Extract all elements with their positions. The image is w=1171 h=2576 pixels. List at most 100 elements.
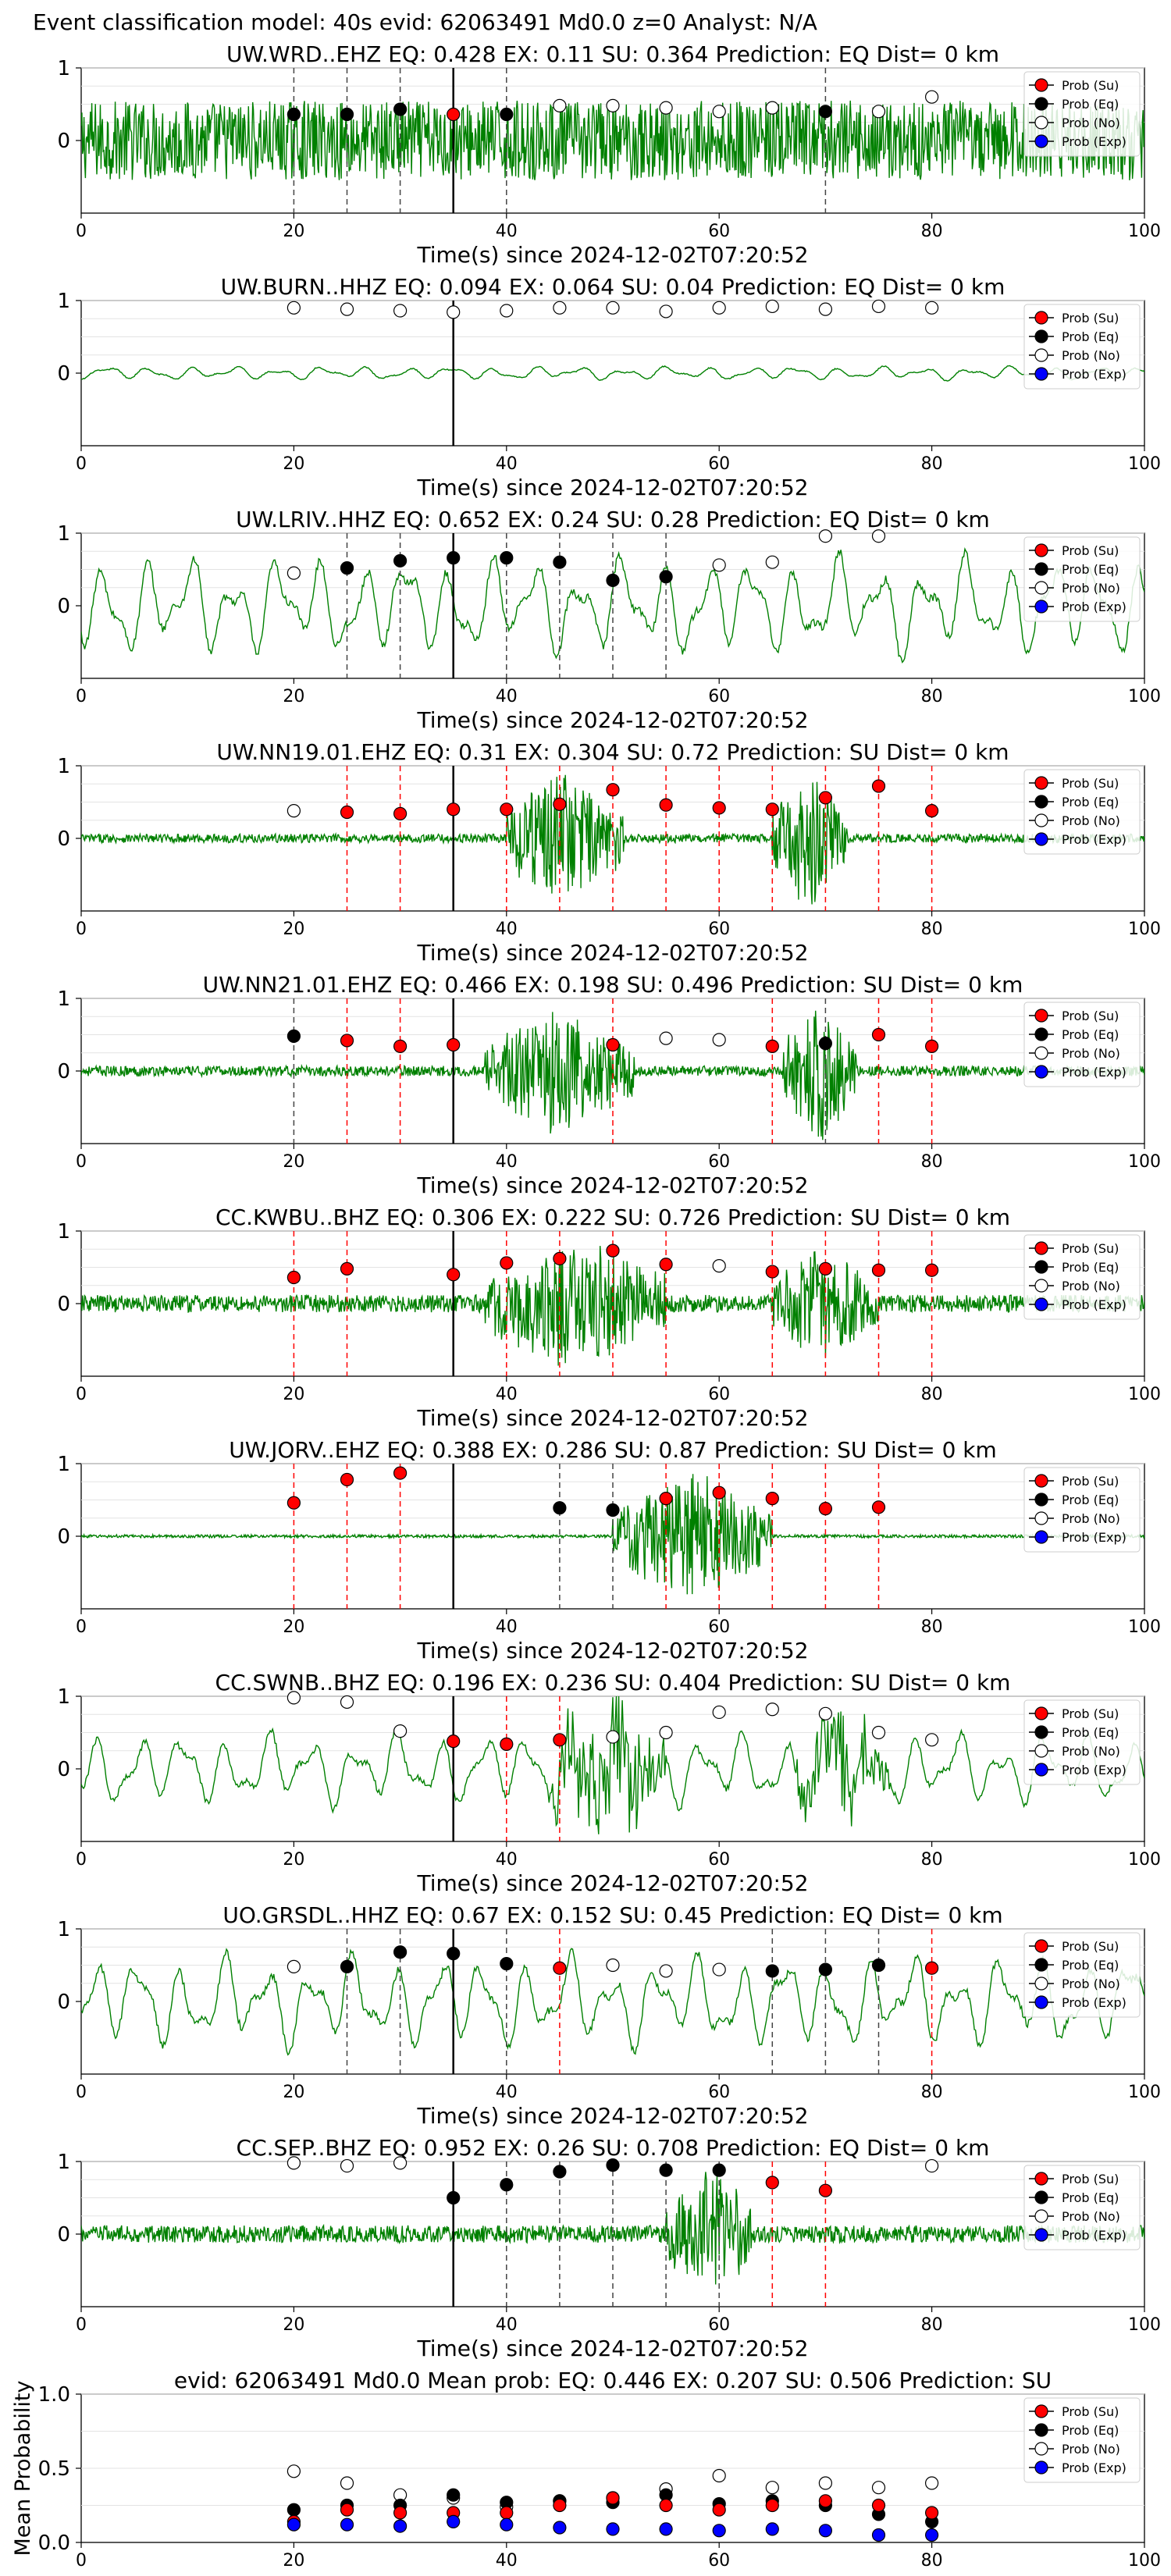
prob-point-no (606, 98, 620, 112)
legend-label-no: Prob (No) (1062, 1046, 1120, 1061)
mean-point-exp (287, 2517, 301, 2532)
legend-marker-no (1034, 1511, 1048, 1525)
x-axis-label: Time(s) since 2024-12-02T07:20:52 (416, 707, 808, 733)
prob-point-su (500, 1256, 514, 1270)
legend-label-no: Prob (No) (1062, 581, 1120, 596)
legend-label-no: Prob (No) (1062, 1511, 1120, 1526)
legend-label-eq: Prob (Eq) (1062, 97, 1119, 112)
prob-point-su (447, 1268, 461, 1282)
mean-point-exp (553, 2521, 567, 2535)
legend-box (1023, 1234, 1141, 1320)
mean-point-exp (765, 2522, 779, 2536)
mean-point-no (924, 2476, 939, 2490)
prob-point-eq (500, 1957, 514, 1971)
prob-point-su (712, 1485, 726, 1500)
panel-title: UW.LRIV..HHZ EQ: 0.652 EX: 0.24 SU: 0.28… (236, 507, 990, 532)
legend-marker-su (1034, 776, 1048, 790)
x-axis-label: Time(s) since 2024-12-02T07:20:52 (416, 940, 808, 966)
prob-point-su (659, 798, 673, 812)
legend-marker-no (1034, 1744, 1048, 1758)
x-tick-label: 40 (496, 2315, 518, 2335)
prob-point-no (871, 529, 886, 543)
station-panel-1: UW.WRD..EHZ EQ: 0.428 EX: 0.11 SU: 0.364… (57, 41, 1161, 268)
y-tick-label: 0 (57, 130, 70, 153)
prob-point-eq (340, 1959, 354, 1973)
mean-point-su (606, 2491, 620, 2505)
mean-point-no (765, 2481, 779, 2495)
legend-marker-exp (1034, 1065, 1048, 1079)
legend-label-exp: Prob (Exp) (1062, 2460, 1127, 2475)
prob-point-su (553, 1733, 567, 1747)
waveform-trace (81, 1474, 1144, 1595)
prob-point-su (447, 1037, 461, 1052)
mean-point-eq (447, 2488, 461, 2502)
x-tick-label: 100 (1128, 2551, 1161, 2571)
prob-point-no (818, 302, 833, 316)
waveform-trace (81, 774, 1144, 905)
prob-point-su (765, 1039, 779, 1053)
x-tick-label: 100 (1128, 1152, 1161, 1172)
prob-point-su (447, 1735, 461, 1749)
x-tick-label: 20 (283, 1385, 304, 1404)
prob-point-no (606, 301, 620, 315)
station-panel-7: UW.JORV..EHZ EQ: 0.388 EX: 0.286 SU: 0.8… (57, 1437, 1161, 1663)
prob-point-no (287, 566, 301, 580)
legend-label-su: Prob (Su) (1062, 1706, 1119, 1721)
x-tick-label: 80 (921, 454, 943, 474)
legend-marker-su (1034, 1474, 1048, 1488)
y-tick-label: 0.5 (38, 2457, 70, 2481)
waveform-trace (81, 365, 1144, 382)
prob-point-no (712, 1259, 726, 1273)
prob-point-su (818, 1261, 833, 1276)
prob-point-eq (553, 555, 567, 569)
x-tick-label: 100 (1128, 920, 1161, 939)
y-tick-label: 0 (57, 1293, 70, 1316)
mean-point-exp (924, 2528, 939, 2542)
prob-point-eq (818, 105, 833, 119)
x-tick-label: 60 (708, 2083, 730, 2102)
legend-label-su: Prob (Su) (1062, 543, 1119, 558)
prob-point-no (393, 1724, 408, 1738)
x-tick-label: 60 (708, 1617, 730, 1637)
legend-marker-eq (1034, 1958, 1048, 1972)
legend-box (1023, 304, 1141, 390)
prob-point-su (606, 1037, 620, 1052)
prob-point-su (712, 801, 726, 815)
prob-point-no (287, 804, 301, 818)
prob-point-no (606, 1730, 620, 1744)
prob-point-su (393, 806, 408, 820)
x-tick-label: 80 (921, 920, 943, 939)
x-tick-label: 0 (76, 1617, 87, 1637)
legend-label-no: Prob (No) (1062, 1279, 1120, 1293)
legend-label-eq: Prob (Eq) (1062, 2190, 1119, 2205)
x-tick-label: 40 (496, 1617, 518, 1637)
prob-point-eq (447, 551, 461, 565)
legend-marker-no (1034, 581, 1048, 595)
x-axis-label: Time(s) since 2024-12-02T07:20:52 (416, 475, 808, 500)
prob-point-no (818, 1706, 833, 1720)
x-tick-label: 100 (1128, 1850, 1161, 1870)
panel-title: UW.JORV..EHZ EQ: 0.388 EX: 0.286 SU: 0.8… (229, 1437, 997, 1463)
prob-point-eq (659, 570, 673, 584)
mean-point-su (712, 2503, 726, 2517)
prob-point-no (659, 304, 673, 318)
prob-point-no (500, 304, 514, 318)
prob-point-su (340, 1472, 354, 1487)
prob-point-eq (659, 2163, 673, 2177)
prob-point-no (340, 1695, 354, 1710)
prob-point-su (818, 1502, 833, 1516)
x-tick-label: 100 (1128, 1617, 1161, 1637)
y-tick-label: 0 (57, 1525, 70, 1549)
x-tick-label: 20 (283, 2083, 304, 2102)
prob-point-su (765, 1492, 779, 1506)
legend-marker-eq (1034, 1725, 1048, 1739)
x-tick-label: 0 (76, 222, 87, 241)
mean-point-su (924, 2506, 939, 2520)
mean-point-su (659, 2498, 673, 2513)
x-tick-label: 80 (921, 2551, 943, 2571)
mean-probability-panel: evid: 62063491 Md0.0 Mean prob: EQ: 0.44… (11, 2368, 1161, 2571)
prob-point-su (500, 802, 514, 817)
mean-point-no (340, 2476, 354, 2490)
x-tick-label: 0 (76, 1385, 87, 1404)
legend-marker-eq (1034, 1260, 1048, 1274)
